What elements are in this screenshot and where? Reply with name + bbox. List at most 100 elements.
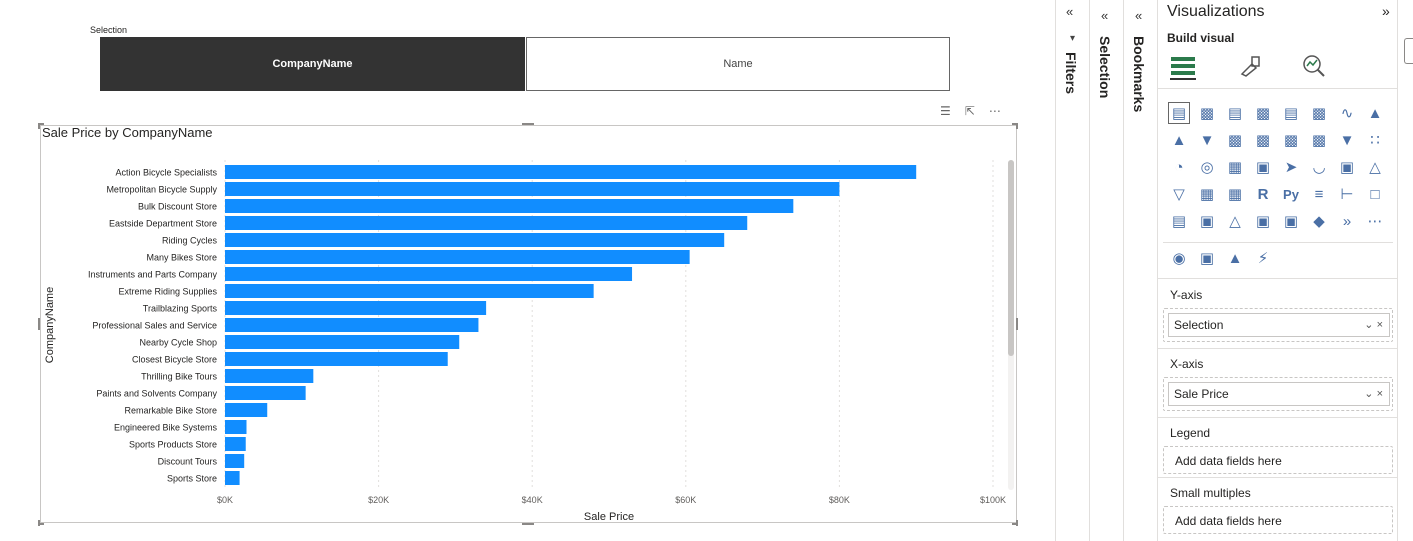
chevron-down-icon[interactable]: ⌄ ×: [1364, 388, 1383, 400]
resize-handle[interactable]: [38, 123, 44, 125]
line-and-stacked-column-icon[interactable]: ▩: [1227, 132, 1243, 149]
format-visual-tab-icon[interactable]: [1238, 54, 1264, 80]
shape-map-icon[interactable]: ▣: [1199, 250, 1215, 267]
clustered-bar-chart-icon[interactable]: ▤: [1227, 105, 1243, 122]
legend-well[interactable]: Add data fields here: [1163, 446, 1393, 474]
smart-narrative-icon[interactable]: ▣: [1283, 213, 1299, 230]
focus-mode-icon[interactable]: ⇱: [964, 104, 975, 118]
filters-pane-collapsed[interactable]: « ▾ Filters: [1055, 0, 1089, 541]
gauge-icon[interactable]: ◡: [1312, 159, 1326, 176]
bar[interactable]: [225, 182, 840, 196]
slicer-option-companyname[interactable]: CompanyName: [100, 37, 525, 91]
key-influencers-icon[interactable]: ≡: [1314, 185, 1324, 203]
collapse-chevron-icon[interactable]: »: [1382, 3, 1390, 19]
y-axis-field-pill[interactable]: Selection ⌄ ×: [1168, 313, 1390, 337]
expand-chevron-icon[interactable]: «: [1101, 8, 1109, 23]
python-visual-icon[interactable]: Py: [1283, 186, 1299, 202]
chevron-visual-icon[interactable]: »: [1342, 212, 1352, 230]
resize-handle[interactable]: [1016, 123, 1018, 129]
slicer-option-name[interactable]: Name: [526, 37, 950, 91]
qna-icon[interactable]: □: [1370, 185, 1380, 203]
expand-chevron-icon[interactable]: «: [1066, 4, 1074, 19]
filters-pane-label[interactable]: Filters: [1063, 52, 1079, 95]
image-visual-icon[interactable]: ▣: [1255, 213, 1271, 230]
filter-icon[interactable]: ☰: [940, 104, 951, 118]
expand-chevron-icon[interactable]: «: [1135, 8, 1143, 23]
bar[interactable]: [225, 284, 594, 298]
bookmarks-pane-collapsed[interactable]: « Bookmarks: [1123, 0, 1157, 541]
bar[interactable]: [225, 454, 245, 468]
selection-pane-collapsed[interactable]: « Selection: [1089, 0, 1123, 541]
pie-chart-icon[interactable]: ◔: [1174, 158, 1184, 176]
resize-handle[interactable]: [1012, 523, 1018, 525]
selection-pane-label[interactable]: Selection: [1097, 36, 1113, 99]
bar[interactable]: [225, 437, 246, 451]
100-stacked-bar-chart-icon[interactable]: ▤: [1283, 105, 1299, 122]
resize-handle[interactable]: [522, 123, 534, 125]
decomposition-tree-icon[interactable]: ⊢: [1340, 186, 1354, 203]
resize-handle[interactable]: [522, 523, 534, 525]
bar[interactable]: [225, 267, 633, 281]
donut-chart-icon[interactable]: ◎: [1200, 159, 1214, 176]
card-icon[interactable]: ▣: [1339, 159, 1355, 176]
power-apps-icon[interactable]: ▣: [1199, 213, 1215, 230]
waterfall-chart-icon[interactable]: ▩: [1311, 132, 1327, 149]
bar[interactable]: [225, 318, 479, 332]
small-multiples-well[interactable]: Add data fields here: [1163, 506, 1393, 534]
area-chart-icon[interactable]: ▲: [1367, 104, 1383, 122]
table-icon[interactable]: ▦: [1199, 186, 1215, 203]
bar[interactable]: [225, 386, 306, 400]
kpi-icon[interactable]: △: [1369, 159, 1381, 176]
analytics-tab-icon[interactable]: [1301, 54, 1327, 80]
x-axis-well[interactable]: Sale Price ⌄ ×: [1163, 377, 1393, 411]
clustered-column-chart-icon[interactable]: ▩: [1255, 105, 1271, 122]
100-stacked-column-chart-icon[interactable]: ▩: [1311, 105, 1327, 122]
line-chart-icon[interactable]: ∿: [1340, 105, 1354, 122]
bar[interactable]: [225, 420, 247, 434]
slicer-icon[interactable]: ▽: [1173, 186, 1185, 203]
treemap-icon[interactable]: ▦: [1227, 159, 1243, 176]
bar[interactable]: [225, 216, 748, 230]
line-and-clustered-column-icon[interactable]: ▩: [1255, 132, 1271, 149]
chart-scrollbar-thumb[interactable]: [1008, 160, 1014, 356]
bar[interactable]: [225, 471, 240, 485]
scatter-chart-icon[interactable]: ∷: [1370, 132, 1380, 149]
resize-handle[interactable]: [1016, 520, 1018, 526]
resize-handle[interactable]: [1016, 318, 1018, 330]
stacked-area-chart-icon[interactable]: ▲: [1171, 131, 1187, 149]
bar[interactable]: [225, 352, 448, 366]
globe-visual-icon[interactable]: ◉: [1172, 250, 1186, 267]
build-visual-tab-icon[interactable]: [1170, 54, 1196, 80]
data-pane-edge[interactable]: [1397, 0, 1413, 541]
power-bi-icon[interactable]: ◆: [1313, 213, 1325, 230]
resize-handle[interactable]: [38, 523, 44, 525]
search-box-edge[interactable]: [1404, 38, 1413, 64]
bar[interactable]: [225, 199, 794, 213]
resize-handle[interactable]: [38, 318, 40, 330]
bar[interactable]: [225, 301, 487, 315]
chevron-down-icon[interactable]: ⌄ ×: [1364, 319, 1383, 331]
map-icon[interactable]: ▣: [1255, 159, 1271, 176]
bar[interactable]: [225, 233, 725, 247]
bar[interactable]: [225, 335, 460, 349]
r-script-visual-icon[interactable]: R: [1257, 185, 1269, 203]
power-automate-icon[interactable]: △: [1229, 213, 1241, 230]
ribbon-chart-icon[interactable]: ▩: [1283, 132, 1299, 149]
100-stacked-area-chart-icon[interactable]: ▼: [1199, 131, 1215, 149]
bar[interactable]: [225, 165, 917, 179]
resize-handle[interactable]: [1012, 123, 1018, 125]
resize-handle[interactable]: [38, 123, 40, 129]
azure-map-icon[interactable]: ➤: [1284, 159, 1298, 176]
lightning-visual-icon[interactable]: ⚡: [1257, 250, 1269, 267]
matrix-icon[interactable]: ▦: [1227, 186, 1243, 203]
paginated-report-icon[interactable]: ▤: [1171, 213, 1187, 230]
bar[interactable]: [225, 369, 314, 383]
funnel-chart-icon[interactable]: ▼: [1339, 131, 1355, 149]
stacked-column-chart-icon[interactable]: ▩: [1199, 105, 1215, 122]
stacked-bar-chart-icon[interactable]: ▤: [1168, 102, 1190, 124]
bookmarks-pane-label[interactable]: Bookmarks: [1131, 36, 1147, 113]
more-visuals-icon[interactable]: ⋯: [1367, 213, 1383, 230]
trophy-icon[interactable]: ▲: [1227, 249, 1243, 267]
x-axis-field-pill[interactable]: Sale Price ⌄ ×: [1168, 382, 1390, 406]
more-options-icon[interactable]: ⋯: [988, 104, 1001, 118]
